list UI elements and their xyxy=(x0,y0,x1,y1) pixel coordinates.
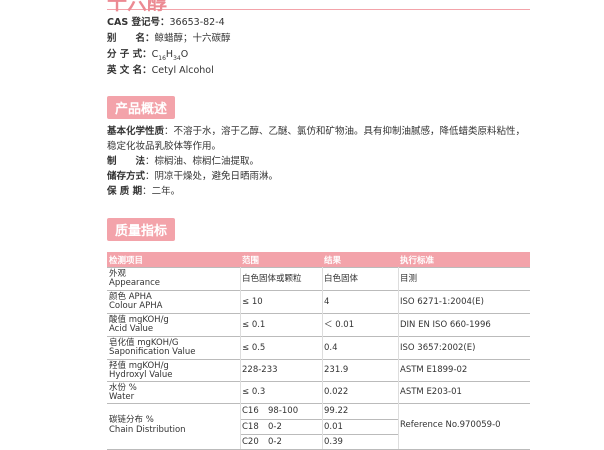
cell-standard: ASTM E1899-02 xyxy=(400,365,468,375)
overview-label: 制 法 xyxy=(107,156,146,167)
overview-item: 保 质 期：二年。 xyxy=(107,184,532,199)
formula-part: O xyxy=(180,49,189,60)
cell-range: 白色固体或颗粒 xyxy=(242,273,302,284)
formula-part: 34 xyxy=(173,54,181,62)
item-en: Water xyxy=(109,392,135,402)
item-zh: 羟值 mgKOH/g xyxy=(109,361,169,371)
overview-label: 基本化学性质 xyxy=(107,126,165,137)
item-en: Saponification Value xyxy=(109,347,196,357)
row-line xyxy=(107,313,530,314)
product-title: 十六醇 xyxy=(107,0,167,14)
overview-item: 储存方式：阴凉干燥处，避免日晒雨淋。 xyxy=(107,169,532,184)
cell-result: 231.9 xyxy=(324,365,349,375)
info-value: Cetyl Alcohol xyxy=(151,65,214,76)
overview-text: ：棕榈油、棕榈仁油提取。 xyxy=(145,156,260,167)
item-zh: 颜色 APHA xyxy=(109,292,152,302)
item-en: Acid Value xyxy=(109,324,154,334)
item-en: Hydroxyl Value xyxy=(109,370,173,380)
cell-standard: ISO 6271-1:2004(E) xyxy=(400,296,484,307)
overview-text: ：不溶于水，溶于乙醇、乙醚、氯仿和矿物油。具有抑制油腻感，降低蜡类原料粘性，稳定… xyxy=(107,126,526,152)
sub-result: 0.01 xyxy=(324,421,343,432)
item-en: Colour APHA xyxy=(109,301,163,311)
top-rule xyxy=(107,9,530,10)
row-line xyxy=(107,267,530,268)
cell-range: ≤ 10 xyxy=(242,296,263,307)
table-header-bg xyxy=(107,252,530,267)
cell-range: ≤ 0.3 xyxy=(242,387,266,397)
sub-name: C18 xyxy=(242,421,259,432)
section-title: 质量指标 xyxy=(107,218,176,241)
info-line: 分 子 式：C16H34O xyxy=(107,49,188,65)
overview-item: 制 法：棕榈油、棕榈仁油提取。 xyxy=(107,154,532,169)
col-line xyxy=(322,267,323,449)
row-line xyxy=(107,381,530,382)
row-line xyxy=(107,336,530,337)
sub-result: 99.22 xyxy=(324,406,349,416)
info-line: 英 文 名：Cetyl Alcohol xyxy=(107,65,214,77)
cell-range: 228-233 xyxy=(242,365,278,375)
cell-standard: ISO 3657:2002(E) xyxy=(400,342,476,353)
item-en: Chain Distribution xyxy=(109,425,186,435)
sub-line xyxy=(240,418,398,420)
sub-range: 0-2 xyxy=(268,437,282,447)
sub-result: 0.39 xyxy=(324,437,343,447)
item-zh: 碳链分布 % xyxy=(109,415,154,425)
cell-result: 白色固体 xyxy=(324,273,359,284)
item-en: Appearance xyxy=(109,278,161,288)
overview-text: ：二年。 xyxy=(142,186,181,197)
cell-result: ＜ 0.01 xyxy=(324,319,355,330)
sub-line xyxy=(240,434,398,435)
info-label: 别 名： xyxy=(107,33,155,44)
item-zh: 外观 xyxy=(109,269,127,279)
cell-range: ≤ 0.5 xyxy=(242,342,266,353)
cell-standard: Reference No.970059-0 xyxy=(400,420,501,430)
sub-range: 98-100 xyxy=(268,406,299,416)
sub-name: C16 xyxy=(242,406,259,416)
sub-range: 0-2 xyxy=(268,421,282,432)
cell-standard: DIN EN ISO 660-1996 xyxy=(400,319,491,330)
info-label: 英 文 名： xyxy=(107,65,152,76)
overview-label: 保 质 期 xyxy=(107,186,143,197)
item-zh: 水份 % xyxy=(109,383,137,393)
table-header: 执行标准 xyxy=(400,256,435,266)
row-line xyxy=(107,290,530,291)
formula-part: 16 xyxy=(158,54,166,62)
item-zh: 酸值 mgKOH/g xyxy=(109,315,169,325)
col-line xyxy=(398,267,399,449)
formula-part: C xyxy=(151,49,159,60)
cell-result: 4 xyxy=(324,296,330,307)
item-zh: 皂化值 mgKOH/G xyxy=(109,338,179,348)
table-header: 范围 xyxy=(242,256,260,266)
row-line xyxy=(107,403,530,404)
cell-result: 0.4 xyxy=(324,342,338,353)
formula-part: H xyxy=(165,49,174,60)
info-label: 分 子 式： xyxy=(107,49,152,60)
info-line: 别 名：鲸蜡醇；十六碳醇 xyxy=(107,33,231,45)
info-line: CAS 登记号：36653-82-4 xyxy=(107,17,225,29)
row-line xyxy=(107,359,530,360)
cell-standard: 目测 xyxy=(400,273,418,284)
table-header: 检测项目 xyxy=(109,256,144,266)
overview-text: ：阴凉干燥处，避免日晒雨淋。 xyxy=(145,171,279,182)
info-label: CAS 登记号： xyxy=(107,17,170,28)
overview-item: 基本化学性质：不溶于水，溶于乙醇、乙醚、氯仿和矿物油。具有抑制油腻感，降低蜡类原… xyxy=(107,124,532,154)
cell-standard: ASTM E203-01 xyxy=(400,387,462,397)
info-value: 鲸蜡醇；十六碳醇 xyxy=(154,33,231,44)
info-value: 36653-82-4 xyxy=(169,17,225,28)
table-header: 结果 xyxy=(324,256,342,266)
cell-range: ≤ 0.1 xyxy=(242,319,266,330)
col-line xyxy=(240,267,241,449)
section-title: 产品概述 xyxy=(107,96,176,119)
overview-label: 储存方式 xyxy=(107,171,146,182)
sub-name: C20 xyxy=(242,437,259,447)
cell-result: 0.022 xyxy=(324,387,349,397)
